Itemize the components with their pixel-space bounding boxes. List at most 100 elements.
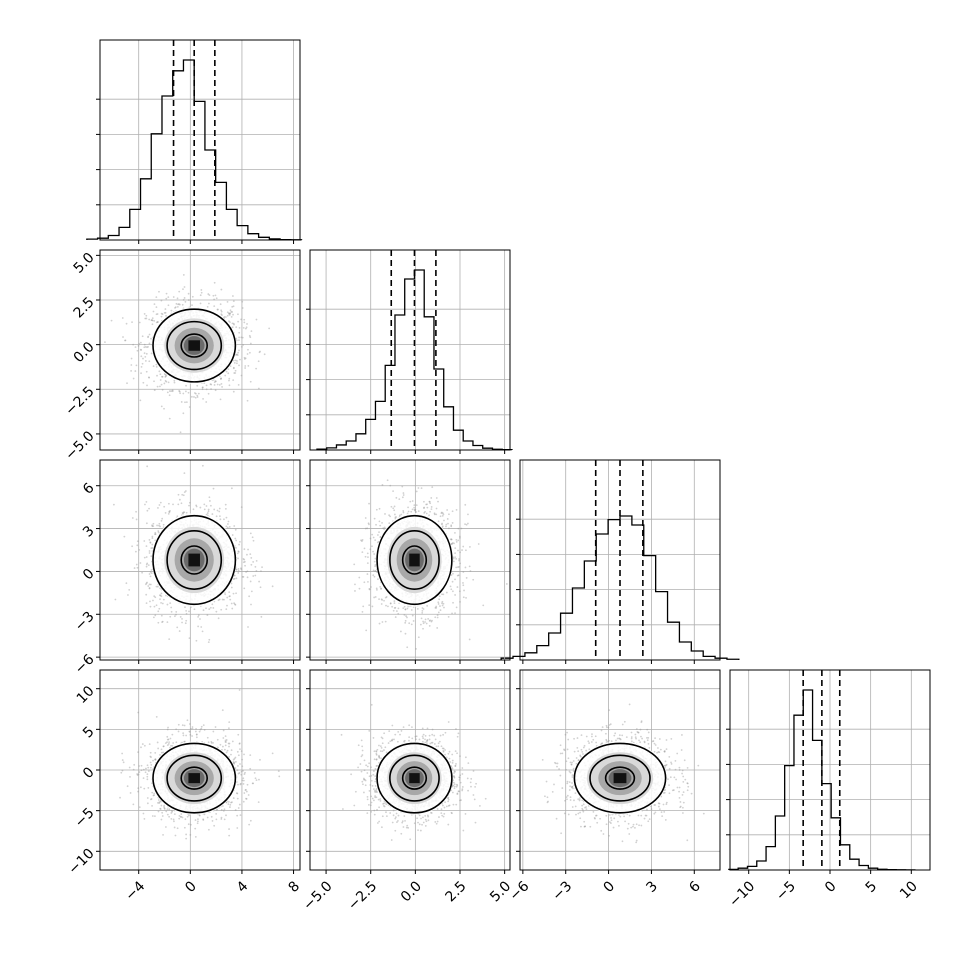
panel-1-3-point (189, 637, 191, 639)
panel-1-2-point (177, 306, 179, 308)
panel-1-4-point (220, 744, 222, 746)
panel-1-3-point (152, 600, 154, 602)
panel-1-3-point (243, 558, 245, 560)
panel-1-2-point (215, 389, 217, 391)
panel-2-3-point (437, 601, 439, 603)
panel-1-3-point (146, 566, 148, 568)
panel-2-3-point (354, 590, 356, 592)
panel-2-3-point (388, 522, 390, 524)
panel-1-2-point (163, 408, 165, 410)
panel-1-3-point (161, 621, 163, 623)
panel-2-3-point (450, 539, 452, 541)
panel-1-2-point (133, 378, 135, 380)
panel-1-2-point (243, 322, 245, 324)
panel-2-3-point (458, 560, 460, 562)
panel-2-3-point (462, 584, 464, 586)
panel-2-3-point (443, 607, 445, 609)
panel-1-2-point (146, 353, 148, 355)
panel-1-3-point (205, 607, 207, 609)
panel-1-2-point (182, 412, 184, 414)
panel-1-3-point (250, 557, 252, 559)
panel-1-2-point (165, 298, 167, 300)
panel-1-3-point (185, 622, 187, 624)
panel-1-4-point (223, 810, 225, 812)
panel-1-2-point (235, 370, 237, 372)
panel-1-3-point (235, 540, 237, 542)
panel-1-3-point (241, 506, 243, 508)
panel-2-3-point (426, 513, 428, 515)
panel-1-2-point (255, 368, 257, 370)
panel-1-3-point (179, 499, 181, 501)
panel-1-3-point (226, 517, 228, 519)
panel-1-4-point (133, 764, 135, 766)
panel-2-3-point (423, 608, 425, 610)
panel-1-2-point (162, 376, 164, 378)
panel-1-3-point (213, 488, 215, 490)
panel-1-2-point (145, 315, 147, 317)
panel-2-3-point (416, 491, 418, 493)
panel-1-2-point (151, 353, 153, 355)
panel-1-4-point (157, 742, 159, 744)
panel-1-3-point (228, 591, 230, 593)
panel-2-3-point (398, 498, 400, 500)
panel-1-3-point (147, 585, 149, 587)
panel-1-2-point (217, 309, 219, 311)
panel-1-3-point (211, 513, 213, 515)
panel-1-2-point (214, 384, 216, 386)
panel-2-3-point (364, 547, 366, 549)
panel-1-3-point (254, 566, 256, 568)
panel-1-4-point (168, 808, 170, 810)
panel-2-3-point (393, 600, 395, 602)
panel-1-3-point (185, 620, 187, 622)
panel-1-3-point (157, 586, 159, 588)
panel-1-2-point (152, 317, 154, 319)
panel-1-4-point (229, 806, 231, 808)
panel-1-2-point (217, 384, 219, 386)
panel-2-3-point (424, 511, 426, 513)
panel-2-3-point (454, 547, 456, 549)
panel-1-3-point (247, 626, 249, 628)
panel-1-2-point (232, 295, 234, 297)
panel-2-3-point (452, 581, 454, 583)
panel-1-2-point (165, 380, 167, 382)
panel-1-2-point (227, 301, 229, 303)
panel-2-3-point (408, 622, 410, 624)
panel-2-3-point (440, 609, 442, 611)
panel-2-3-point (420, 624, 422, 626)
panel-2-3-point (393, 509, 395, 511)
panel-1-4-point (215, 819, 217, 821)
panel-1-3-point (127, 594, 129, 596)
panel-2-3-point (437, 501, 439, 503)
panel-1-2-point (167, 391, 169, 393)
panel-2-3-point (367, 556, 369, 558)
panel-2-3-point (411, 623, 413, 625)
panel-1-3-point (146, 465, 148, 467)
panel-2-3-point (426, 507, 428, 509)
panel-2-3-point (403, 512, 405, 514)
panel-2-3-point (362, 605, 364, 607)
panel-1-2-point (238, 350, 240, 352)
panel-1-3-point (254, 575, 256, 577)
panel-2-3-point (396, 610, 398, 612)
panel-1-3-point (113, 504, 115, 506)
panel-2-3-point (421, 610, 423, 612)
panel-1-2-point (256, 319, 258, 321)
panel-1-3-point (181, 494, 183, 496)
panel-1-3-point (152, 536, 154, 538)
panel-1-2-point (202, 388, 204, 390)
panel-1-2-point (241, 301, 243, 303)
panel-1-3-point (150, 571, 152, 573)
panel-1-3-point (219, 515, 221, 517)
panel-2-3-point (459, 563, 461, 565)
panel-2-3-point (392, 490, 394, 492)
panel-1-2-point (186, 401, 188, 403)
panel-1-2-point (144, 344, 146, 346)
panel-2-3-point (410, 511, 412, 513)
panel-1-3-point (247, 549, 249, 551)
panel-2-3-point (429, 511, 431, 513)
panel-1-2-point (157, 386, 159, 388)
panel-1-4-point (233, 797, 235, 799)
panel-1-4-point (141, 765, 143, 767)
panel-1-3-point (235, 529, 237, 531)
panel-2-3-point (438, 611, 440, 613)
